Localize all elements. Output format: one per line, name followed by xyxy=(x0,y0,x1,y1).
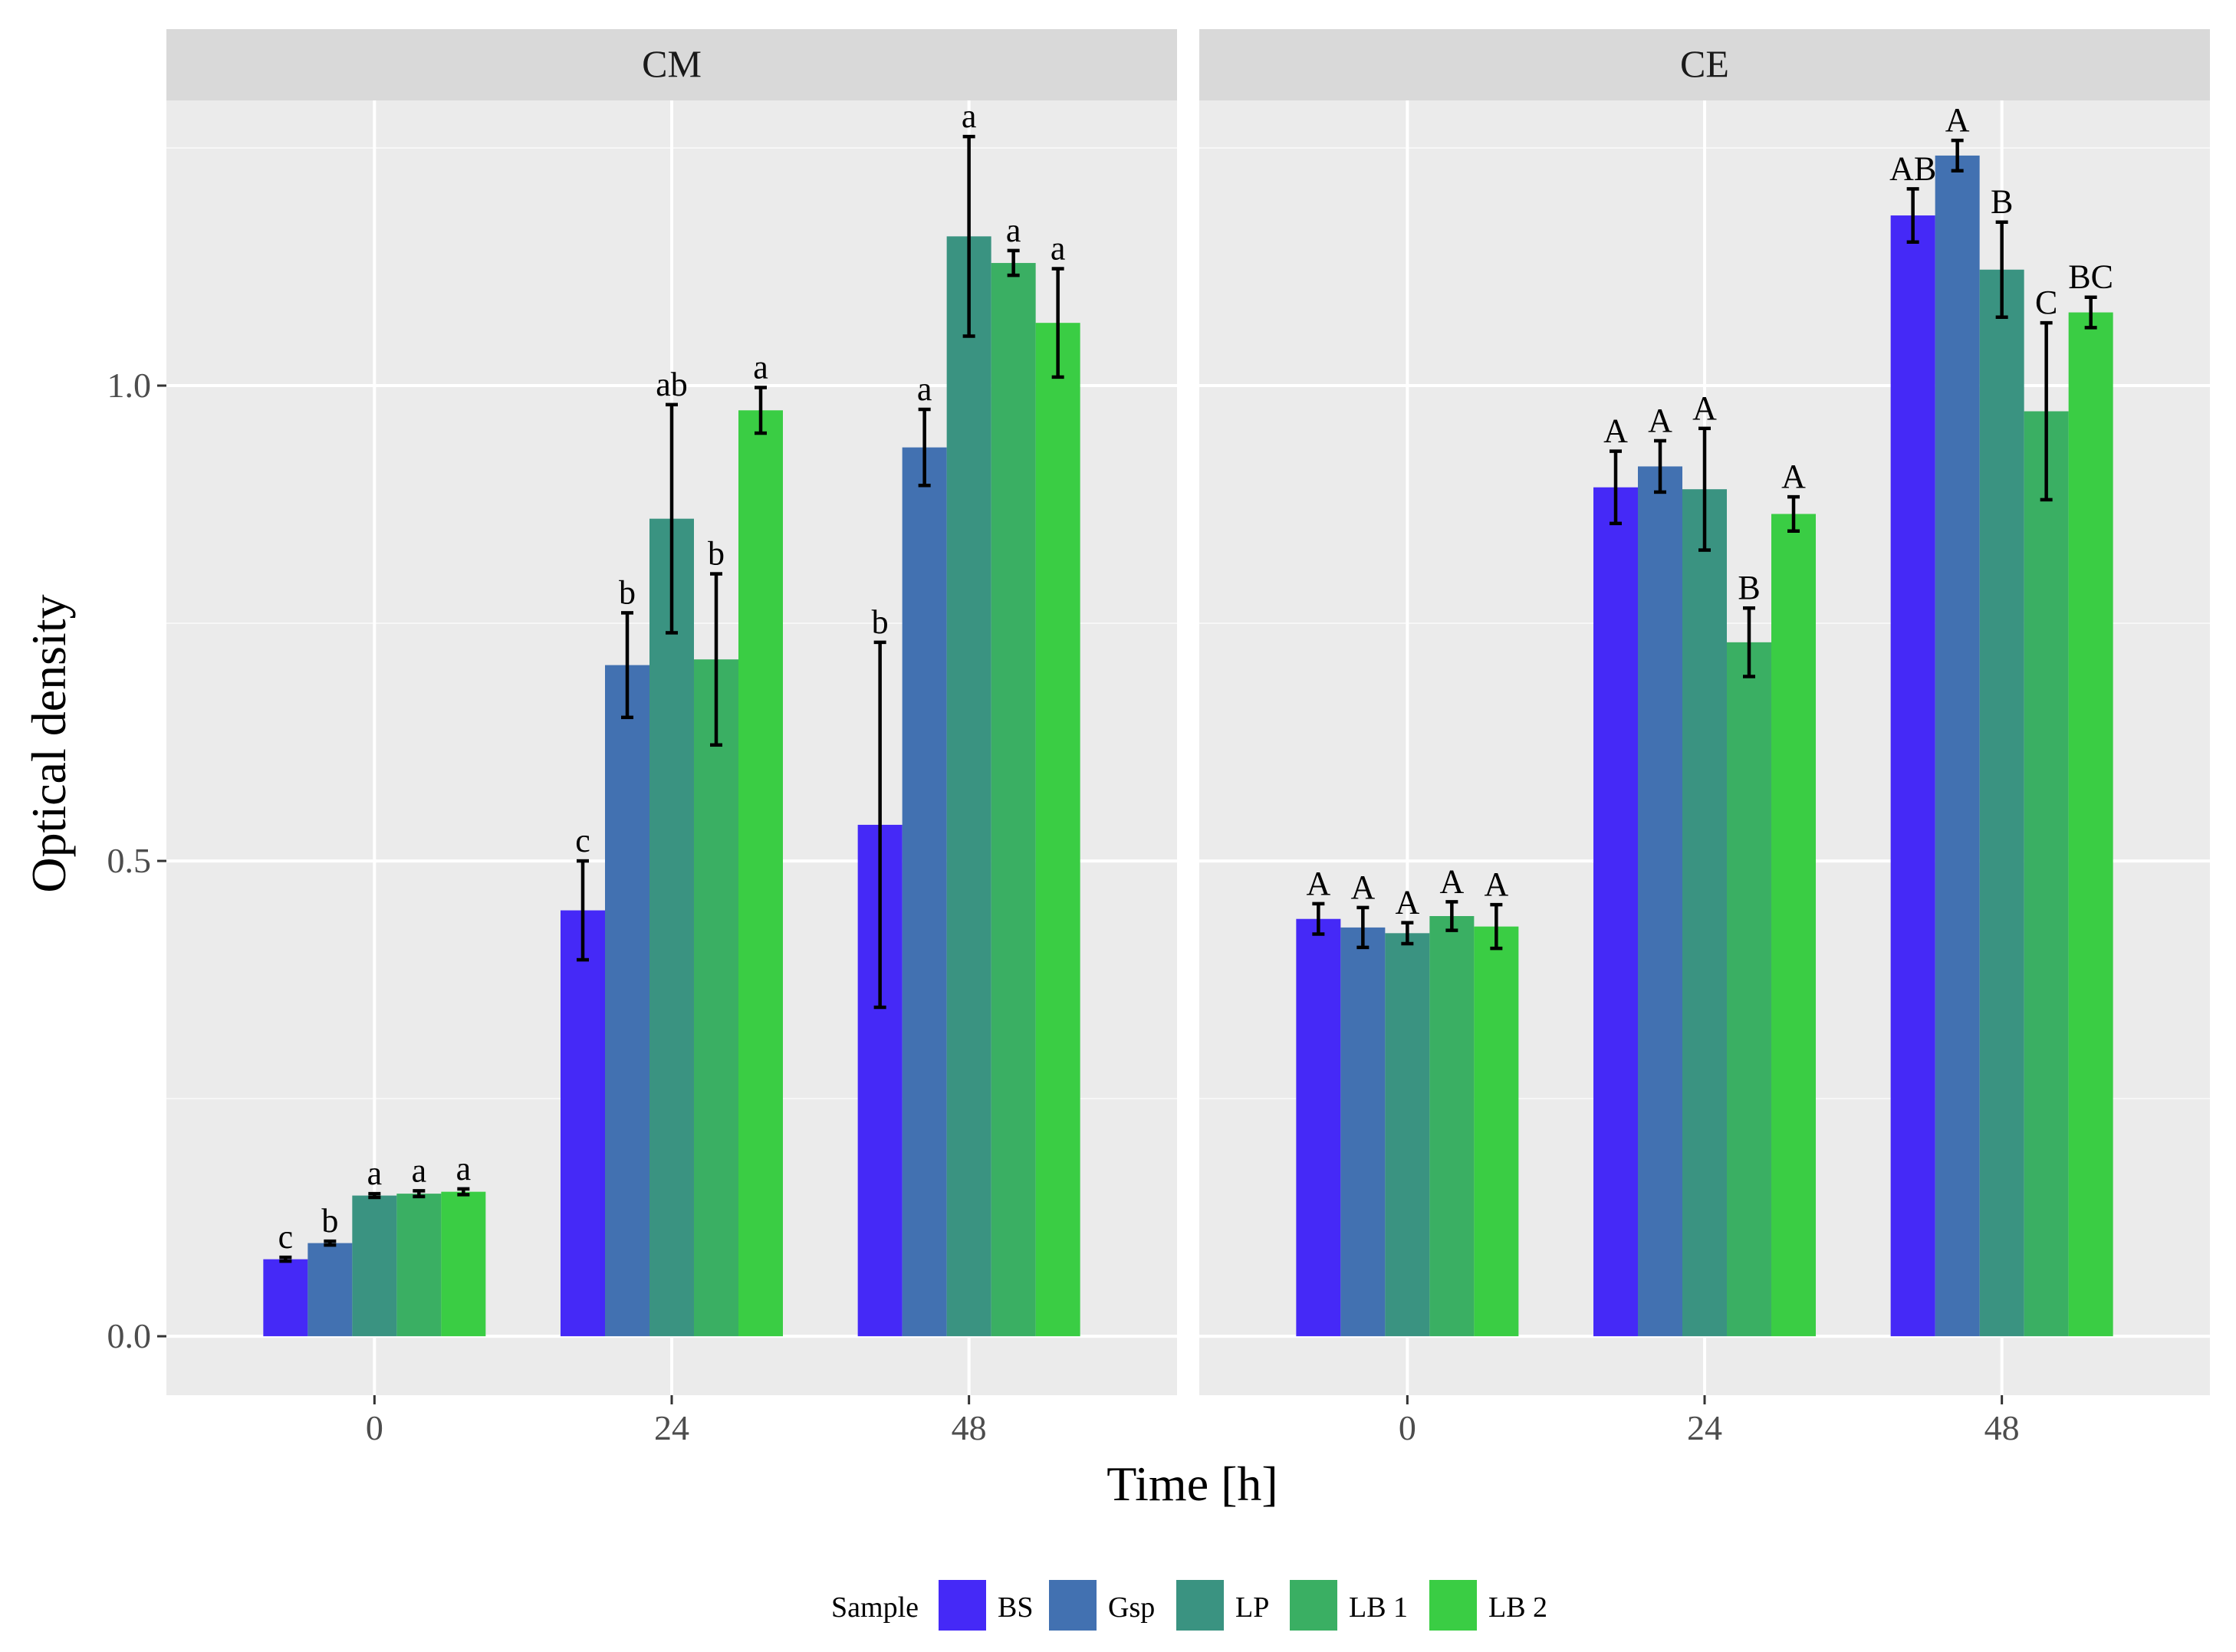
bar-gsp xyxy=(1638,466,1682,1337)
significance-label: A xyxy=(1439,862,1464,900)
y-tick-label: 1.0 xyxy=(107,366,152,405)
significance-label: a xyxy=(412,1151,427,1189)
significance-label: b xyxy=(321,1202,338,1240)
significance-label: a xyxy=(753,349,768,386)
significance-label: AB xyxy=(1889,149,1936,187)
y-axis-title: Optical density xyxy=(21,594,76,892)
bar-lb-2 xyxy=(2068,312,2113,1337)
bar-lb-2 xyxy=(738,410,783,1337)
y-axis: 0.0 0.5 1.0 xyxy=(107,366,166,1355)
bar-lb-2 xyxy=(441,1191,486,1337)
bar-bs xyxy=(1890,215,1935,1337)
significance-label: c xyxy=(278,1218,294,1256)
bar-gsp xyxy=(605,665,649,1337)
significance-label: A xyxy=(1484,865,1508,903)
significance-label: A xyxy=(1945,101,1970,139)
x-axis-title: Time [h] xyxy=(1106,1457,1277,1511)
legend-key-lb-2 xyxy=(1429,1580,1477,1631)
bar-bs xyxy=(1296,918,1341,1337)
bar-lp xyxy=(649,518,694,1337)
bar-lb-1 xyxy=(1727,642,1771,1337)
bar-lb-1 xyxy=(396,1194,442,1337)
significance-label: C xyxy=(2035,284,2057,321)
legend-label: LB 1 xyxy=(1349,1591,1408,1624)
bar-lb-2 xyxy=(1771,514,1816,1337)
significance-label: B xyxy=(1991,183,2013,221)
legend-key-gsp xyxy=(1049,1580,1097,1631)
x-tick-label: 24 xyxy=(654,1408,689,1447)
legend-label: LB 2 xyxy=(1488,1591,1547,1624)
bar-gsp xyxy=(1340,927,1386,1337)
significance-label: c xyxy=(575,822,590,859)
bar-bs xyxy=(561,910,605,1337)
bar-lb-1 xyxy=(694,659,738,1337)
x-tick-label: 48 xyxy=(952,1408,987,1447)
bar-lp xyxy=(1979,269,2024,1337)
legend-key-lp xyxy=(1176,1580,1224,1631)
significance-label: a xyxy=(962,97,977,135)
x-tick-label: 48 xyxy=(1984,1408,2020,1447)
significance-label: b xyxy=(872,603,889,641)
bar-lb-1 xyxy=(2024,411,2069,1337)
bar-lb-1 xyxy=(1429,915,1475,1337)
bar-lp xyxy=(1385,933,1430,1337)
facet-strip xyxy=(1199,29,2210,100)
legend-label: Gsp xyxy=(1108,1591,1155,1624)
bar-lb-1 xyxy=(991,263,1036,1337)
significance-label: b xyxy=(708,535,725,573)
bar-bs xyxy=(263,1259,308,1337)
significance-label: a xyxy=(1051,229,1066,267)
significance-label: A xyxy=(1306,865,1330,902)
legend-key-bs xyxy=(939,1580,986,1631)
legend-items: BS Gsp LP LB 1 LB 2 xyxy=(939,1580,1547,1631)
legend-title: Sample xyxy=(831,1591,919,1624)
x-tick-label: 0 xyxy=(1399,1408,1416,1447)
facet-strip xyxy=(166,29,1177,100)
significance-label: A xyxy=(1350,869,1375,906)
facet-strip-label: CE xyxy=(1680,42,1729,85)
bar-lb-2 xyxy=(1474,926,1519,1337)
x-tick-label: 0 xyxy=(366,1408,383,1447)
facet-strip-label: CM xyxy=(642,42,702,85)
bar-lb-2 xyxy=(1035,323,1080,1337)
bar-gsp xyxy=(1935,155,1980,1337)
significance-label: a xyxy=(367,1154,383,1192)
significance-label: ab xyxy=(656,366,688,403)
legend: Sample BS Gsp LP LB 1 LB 2 xyxy=(831,1580,1547,1631)
bar-lp xyxy=(1682,489,1727,1337)
significance-label: A xyxy=(1781,458,1806,495)
significance-label: A xyxy=(1648,402,1672,439)
bar-bs xyxy=(1593,487,1638,1337)
significance-label: A xyxy=(1603,412,1628,450)
significance-label: b xyxy=(619,573,636,611)
legend-label: BS xyxy=(998,1591,1033,1624)
y-tick-label: 0.5 xyxy=(107,841,152,880)
bar-lp xyxy=(352,1195,397,1337)
legend-key-lb-1 xyxy=(1290,1580,1337,1631)
significance-label: a xyxy=(917,370,932,408)
significance-label: a xyxy=(456,1150,472,1187)
significance-label: A xyxy=(1395,884,1419,921)
y-tick-label: 0.0 xyxy=(107,1316,152,1355)
x-tick-label: 24 xyxy=(1687,1408,1722,1447)
legend-label: LP xyxy=(1235,1591,1269,1624)
significance-label: BC xyxy=(2068,258,2113,296)
significance-label: A xyxy=(1692,389,1717,427)
significance-label: B xyxy=(1738,569,1760,606)
bar-gsp xyxy=(902,447,947,1337)
bar-gsp xyxy=(307,1243,353,1337)
significance-label: a xyxy=(1006,212,1021,249)
bar-lp xyxy=(946,236,991,1337)
